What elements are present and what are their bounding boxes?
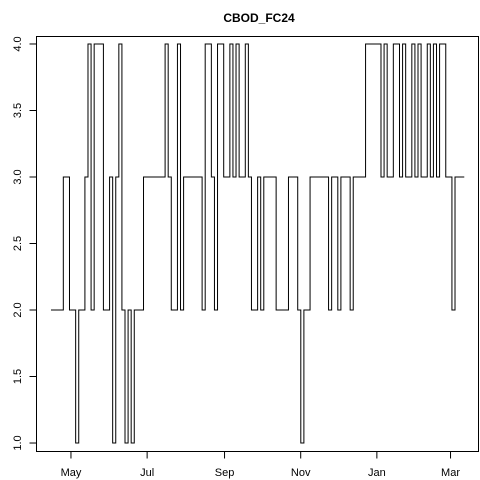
x-axis: May Jul Sep Nov Jan Mar: [61, 451, 460, 479]
y-tick-label: 3.5: [12, 103, 24, 118]
y-tick-label: 4.0: [12, 36, 24, 51]
x-tick-label: Mar: [441, 467, 460, 479]
x-tick-label: Nov: [291, 467, 311, 479]
x-tick-label: Jan: [368, 467, 386, 479]
y-tick-label: 1.0: [12, 435, 24, 450]
y-tick-label: 3.0: [12, 169, 24, 184]
y-axis: 1.0 1.5 2.0 2.5 3.0 3.5 4.0: [12, 36, 37, 451]
y-tick-label: 1.5: [12, 369, 24, 384]
x-tick-label: Jul: [140, 467, 154, 479]
series-line: [50, 43, 465, 444]
x-tick-label: May: [61, 467, 82, 479]
x-tick-label: Sep: [215, 467, 235, 479]
y-tick-label: 2.0: [12, 302, 24, 317]
chart-title: CBOD_FC24: [223, 11, 295, 25]
y-tick-label: 2.5: [12, 236, 24, 251]
